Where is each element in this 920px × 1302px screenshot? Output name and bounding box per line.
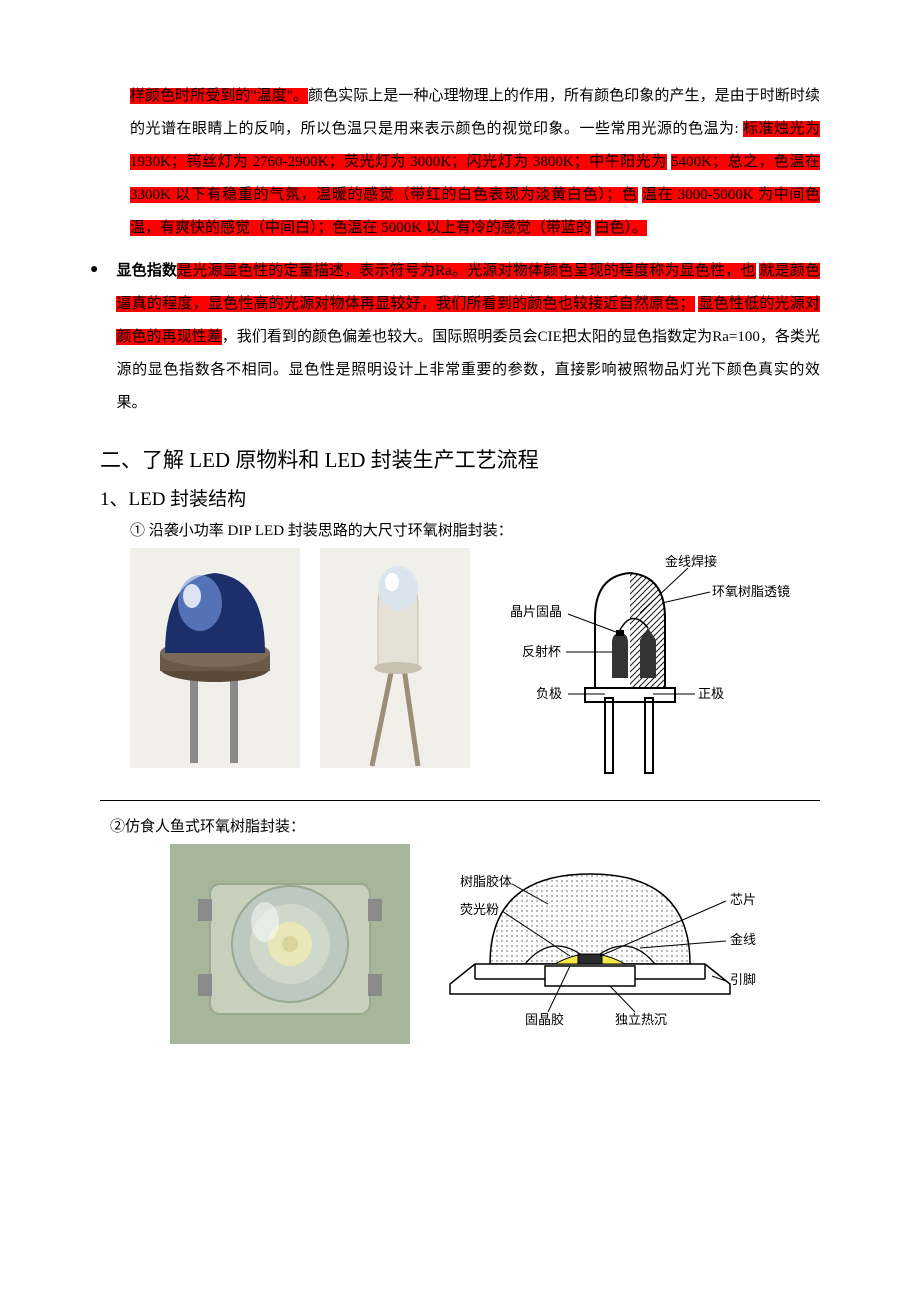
label-lead: 引脚 bbox=[730, 972, 756, 987]
label-glue: 固晶胶 bbox=[525, 1012, 564, 1027]
label-lens: 环氧树脂透镜 bbox=[712, 584, 790, 599]
heading-subsection-1: 1、LED 封装结构 bbox=[100, 484, 820, 511]
label-resin: 树脂胶体 bbox=[460, 874, 512, 889]
highlight-text: 是光源显色性的定量描述，表示符号为Ra。光源对物体颜色呈现的程度称为显色性，也 bbox=[177, 263, 755, 279]
bullet-icon: ● bbox=[90, 255, 98, 286]
bullet-item-cri: ● 显色指数是光源显色性的定量描述，表示符号为Ra。光源对物体颜色呈现的程度称为… bbox=[100, 255, 820, 426]
label-neg: 负极 bbox=[536, 686, 562, 701]
figure-row: 金线焊接 环氧树脂透镜 晶片固晶 反射杯 负极 正极 bbox=[130, 548, 820, 778]
led-schematic-piranha-icon: 树脂胶体 荧光粉 芯片 金线 引脚 固晶胶 独立热沉 bbox=[430, 844, 770, 1044]
led-photo-dark-icon bbox=[130, 548, 300, 768]
label-phos: 荧光粉 bbox=[460, 902, 499, 917]
label-wire2: 金线 bbox=[730, 932, 756, 947]
figure-title: ① 沿袭小功率 DIP LED 封装思路的大尺寸环氧树脂封装： bbox=[130, 519, 820, 540]
led-schematic-dip-icon: 金线焊接 环氧树脂透镜 晶片固晶 反射杯 负极 正极 bbox=[490, 548, 790, 778]
led-photo-clear-icon bbox=[320, 548, 470, 768]
label-pos: 正极 bbox=[698, 686, 724, 701]
figure-block-2: ②仿食人鱼式环氧树脂封装： bbox=[110, 815, 820, 1044]
heading-section-2: 二、了解 LED 原物料和 LED 封装生产工艺流程 bbox=[100, 444, 820, 474]
document-page: 样颜色时所受到的"温度"。颜色实际上是一种心理物理上的作用，所有颜色印象的产生，… bbox=[0, 0, 920, 1122]
body-text: ，我们看到的颜色偏差也较大。国际照明委员会CIE把太阳的显色指数定为Ra=100… bbox=[116, 329, 820, 411]
horizontal-rule bbox=[100, 800, 820, 801]
label-cup: 反射杯 bbox=[522, 644, 561, 659]
colon-text: : bbox=[735, 121, 743, 137]
figure-block-1: ① 沿袭小功率 DIP LED 封装思路的大尺寸环氧树脂封装： bbox=[130, 519, 820, 778]
label-chip2: 芯片 bbox=[730, 892, 756, 907]
led-photo-piranha-icon bbox=[170, 844, 410, 1044]
figure-title: ②仿食人鱼式环氧树脂封装： bbox=[110, 815, 820, 836]
paragraph-color-temperature: 样颜色时所受到的"温度"。颜色实际上是一种心理物理上的作用，所有颜色印象的产生，… bbox=[100, 80, 820, 245]
highlight-text: 样颜色时所受到的"温度"。 bbox=[130, 88, 308, 104]
term-bold: 显色指数 bbox=[116, 263, 177, 279]
label-chip: 晶片固晶 bbox=[510, 604, 562, 619]
figure-row: 树脂胶体 荧光粉 芯片 金线 引脚 固晶胶 独立热沉 bbox=[110, 844, 820, 1044]
label-wire: 金线焊接 bbox=[665, 554, 717, 569]
highlight-text: 白色）。 bbox=[595, 220, 648, 236]
label-heat: 独立热沉 bbox=[615, 1012, 667, 1027]
